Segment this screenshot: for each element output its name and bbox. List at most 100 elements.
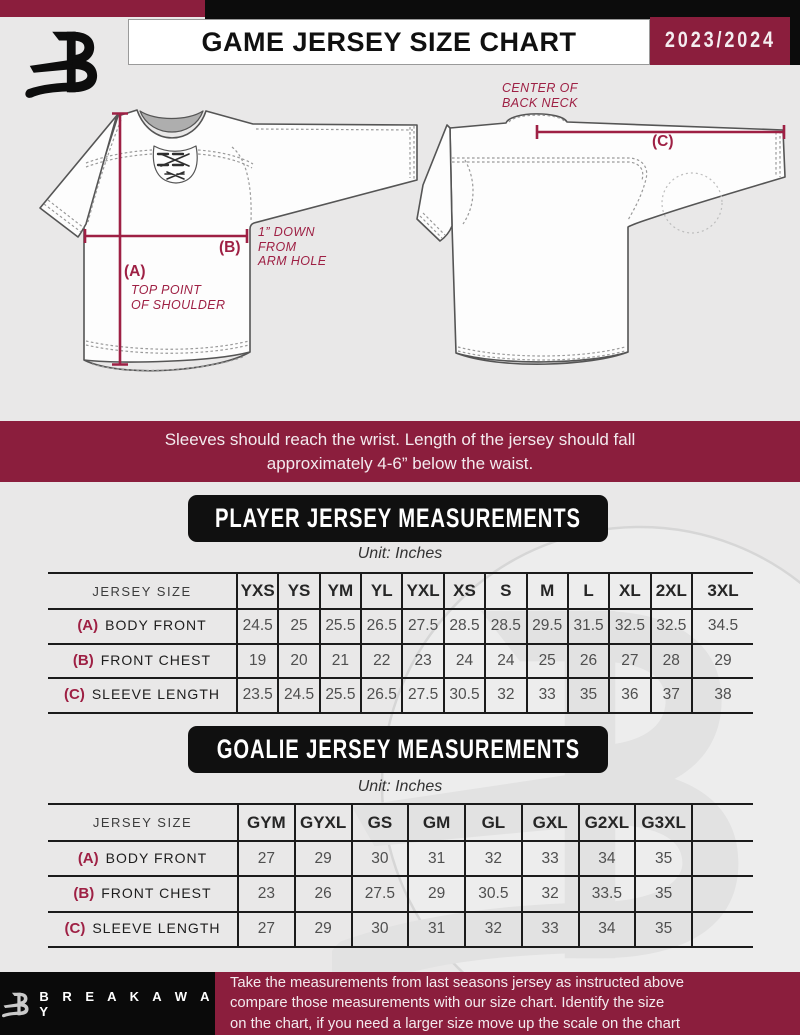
size-column-header: GS: [350, 804, 409, 841]
measurement-value: 27: [608, 643, 651, 678]
measurement-row: (A) BODY FRONT 24.5 25 25.5 26.5 27.5 28.5 28.5 2…: [48, 609, 753, 644]
jersey-size-header: JERSEY SIZE: [92, 583, 192, 599]
measurement-value: 31: [407, 911, 465, 947]
jersey-size-header: JERSEY SIZE: [92, 815, 193, 830]
measurement-value: 26: [566, 643, 610, 678]
jersey-diagrams: [39, 109, 786, 372]
title-box: GAME JERSEY SIZE CHART: [128, 19, 650, 65]
measurement-value: 37: [649, 678, 692, 713]
size-column-header: GM: [407, 804, 465, 841]
season-badge: 2023/2024: [650, 17, 790, 65]
row-key: (A): [77, 617, 99, 635]
goalie-measurements-table: JERSEY SIZE GYM GYXL GS GM GL GXL G2XL G3XL (A) BO…: [48, 803, 753, 948]
size-column-header: S: [484, 573, 527, 609]
footer-instruction-text: Take the measurements from last seasons …: [230, 974, 684, 1032]
size-column-header: G3XL: [634, 804, 692, 841]
page-title: GAME JERSEY SIZE CHART: [201, 26, 577, 57]
measurement-value: 25: [277, 609, 320, 644]
measurement-value: 19: [235, 643, 279, 678]
row-label: (A) BODY FRONT: [48, 609, 237, 644]
measurement-row: (A) BODY FRONT 27 29 30 31 32 33 34 35: [48, 841, 753, 877]
measurement-value: 32: [464, 841, 522, 877]
measure-c-description: CENTER OF BACK NECK: [502, 81, 578, 110]
row-label: (C) SLEEVE LENGTH: [48, 678, 237, 713]
measurement-value: 29.5: [525, 609, 568, 644]
row-key: (B): [72, 651, 94, 669]
fit-instruction-banner: Sleeves should reach the wrist. Length o…: [0, 421, 800, 482]
measurement-value: 29: [407, 876, 465, 912]
measurement-value: 30: [350, 911, 409, 947]
measurement-value: 27.5: [401, 609, 444, 644]
season-label: 2023/2024: [664, 28, 776, 53]
measurement-value: 28.5: [484, 609, 527, 644]
measurement-value: 35: [634, 911, 692, 947]
measurement-value: 26.5: [360, 609, 403, 644]
measurement-value: 32.5: [608, 609, 651, 644]
header-row: JERSEY SIZE YXS YS YM YL YXL XS S M L XL 2XL 3XL: [48, 573, 753, 609]
goalie-section-title: GOALIE JERSEY MEASUREMENTS: [216, 733, 580, 764]
footer-brand-panel: B R E A K A W A Y: [0, 972, 215, 1035]
measurement-value: 21: [318, 643, 362, 678]
blank-cell: [691, 911, 753, 947]
measurement-value: 25: [525, 643, 568, 678]
size-column-header: GYXL: [293, 804, 352, 841]
measurement-value: 22: [360, 643, 403, 678]
header-row: JERSEY SIZE GYM GYXL GS GM GL GXL G2XL G3XL: [48, 804, 753, 841]
fit-instruction-text: Sleeves should reach the wrist. Length o…: [164, 430, 636, 473]
measure-a-label: (A): [124, 263, 146, 280]
footer-instruction-panel: Take the measurements from last seasons …: [215, 972, 800, 1035]
measurement-value: 30.5: [442, 678, 486, 713]
measurement-value: 24.5: [235, 609, 279, 644]
row-label: (B) FRONT CHEST: [48, 644, 237, 679]
measurement-value: 23: [401, 643, 444, 678]
row-name: FRONT CHEST: [100, 651, 212, 668]
row-key: (C): [64, 920, 86, 938]
player-section-title-box: PLAYER JERSEY MEASUREMENTS: [188, 495, 608, 542]
blank-cell: [691, 876, 753, 912]
measurement-value: 29: [293, 841, 352, 877]
measurement-value: 25.5: [318, 609, 362, 644]
row-label: (A) BODY FRONT: [48, 841, 238, 876]
size-column-header: YXL: [401, 573, 444, 609]
size-column-header: M: [525, 573, 568, 609]
measurement-value: 27: [237, 841, 295, 877]
measurement-row: (C) SLEEVE LENGTH 27 29 30 31 32 33 34 35: [48, 911, 753, 947]
measurement-value: 32.5: [649, 609, 692, 644]
measure-c-label: (C): [652, 133, 674, 150]
measurement-value: 32: [484, 678, 527, 713]
size-column-header: 2XL: [649, 573, 692, 609]
row-name: BODY FRONT: [105, 849, 208, 866]
measure-b-description: 1” DOWN FROM ARM HOLE: [258, 225, 327, 268]
brand-name: B R E A K A W A Y: [39, 988, 215, 1019]
measurement-value: 33: [520, 911, 579, 947]
size-column-header: 3XL: [691, 573, 753, 609]
breakaway-footer-logo-icon: [1, 992, 29, 1017]
size-column-header: XS: [442, 573, 486, 609]
measure-b-label: (B): [219, 239, 241, 256]
measurement-row: (B) FRONT CHEST 19 20 21 22 23 24 24 25 26 27 28 29: [48, 643, 753, 679]
measurement-value: 36: [608, 678, 651, 713]
measurement-value: 29: [293, 911, 352, 947]
row-key: (C): [64, 686, 85, 704]
measurement-value: 33: [520, 841, 579, 877]
row-name: BODY FRONT: [105, 617, 207, 634]
measurement-value: 25.5: [318, 678, 362, 713]
measurement-value: 31: [407, 841, 465, 877]
blank-column-header: [691, 804, 753, 841]
measurement-value: 30.5: [464, 876, 522, 912]
measurement-value: 33: [525, 678, 568, 713]
blank-cell: [691, 841, 753, 877]
measurement-value: 27.5: [350, 876, 409, 912]
measurement-value: 23: [237, 876, 295, 912]
size-column-header: G2XL: [577, 804, 636, 841]
player-unit-label: Unit: Inches: [357, 545, 443, 562]
measurement-value: 26: [293, 876, 352, 912]
measurement-value: 31.5: [566, 609, 610, 644]
row-key: (A): [77, 849, 99, 867]
measurement-value: 28: [649, 643, 692, 678]
measurement-value: 23.5: [235, 678, 279, 713]
size-column-header: GXL: [520, 804, 579, 841]
measurement-value: 27.5: [401, 678, 444, 713]
measurement-value: 26.5: [360, 678, 403, 713]
measurement-value: 29: [691, 643, 753, 678]
